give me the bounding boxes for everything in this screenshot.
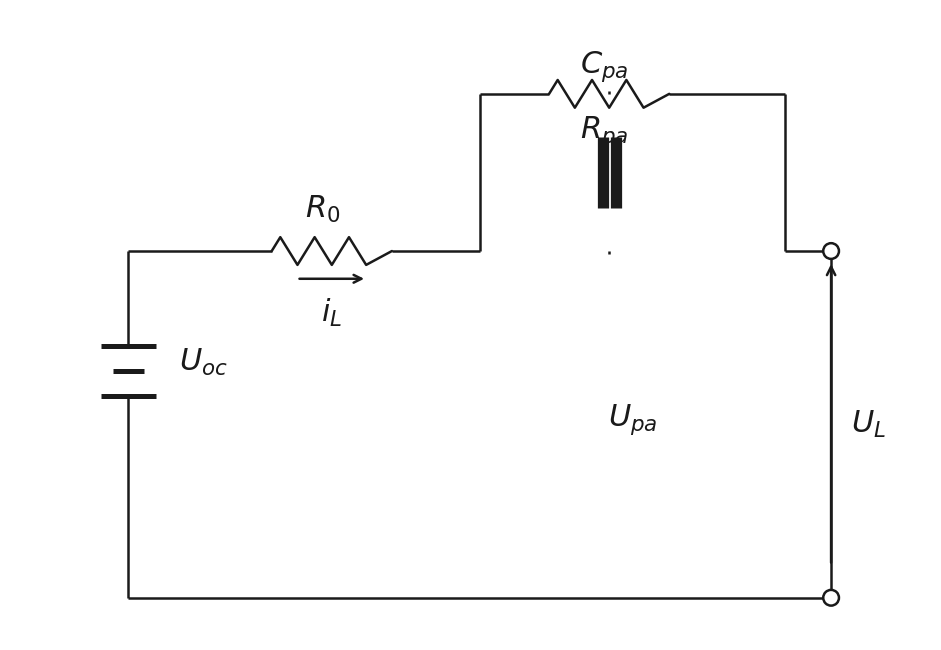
Text: $U_{pa}$: $U_{pa}$ [608, 402, 657, 437]
Text: $C_{pa}$: $C_{pa}$ [581, 49, 629, 84]
Text: $U_{oc}$: $U_{oc}$ [179, 346, 228, 378]
Text: $U_L$: $U_L$ [852, 409, 886, 440]
Text: $R_0$: $R_0$ [305, 194, 341, 225]
Circle shape [823, 243, 839, 259]
Text: $R_{pa}$: $R_{pa}$ [581, 114, 629, 149]
Circle shape [823, 590, 839, 606]
Text: $i_L$: $i_L$ [321, 297, 343, 330]
